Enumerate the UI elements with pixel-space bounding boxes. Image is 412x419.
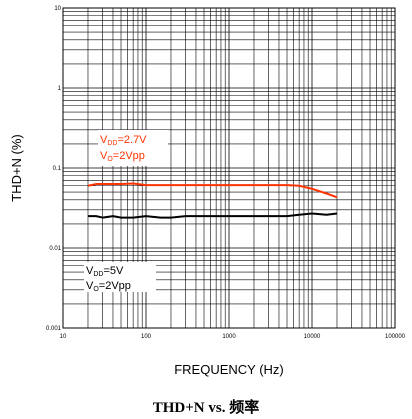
grid (62, 8, 395, 329)
annotation-black-v2: V (86, 280, 94, 292)
annotation-red-rest1: =2.7V (117, 134, 147, 146)
annotation-black-line2: VO=2Vpp (86, 280, 131, 293)
series-line-vdd-2-7v (87, 182, 338, 199)
annotation-black-rest1: =5V (103, 265, 124, 277)
y-tick-label: 0.1 (53, 166, 62, 172)
plot-frame (62, 7, 396, 329)
annotation-red-sub2: O (107, 156, 113, 163)
x-tick-label: 1000 (222, 334, 236, 340)
x-tick-label: 10 (60, 334, 67, 340)
x-tick-label: 10000 (304, 334, 321, 340)
x-axis-title: FREQUENCY (Hz) (174, 362, 284, 377)
y-tick-label: 1 (58, 86, 62, 92)
y-tick-label: 0.01 (49, 246, 61, 252)
annotation-red-line1: VDD=2.7V (100, 134, 147, 147)
annotation-black-sub2: O (93, 286, 99, 293)
annotation-black-box (84, 262, 156, 292)
x-tick-label: 100000 (385, 334, 406, 340)
y-tick-label: 0.001 (46, 326, 62, 332)
annotation-red-box (98, 130, 168, 166)
tick-labels: 10 100 1000 10000 100000 0.001 0.01 0.1 1 10 (46, 6, 406, 340)
chart-caption: THD+N vs. 频率 (152, 400, 260, 416)
annotation-red-line2: VO=2Vpp (100, 150, 145, 163)
annotation-black-v1: V (86, 265, 94, 277)
annotation-red-v2: V (100, 150, 108, 162)
series-layer (87, 182, 338, 219)
annotation-red-rest2: =2Vpp (113, 150, 145, 162)
annotation-red-sub1: DD (107, 140, 117, 147)
annotation-red-v1: V (100, 134, 108, 146)
annotation-black-line1: VDD=5V (86, 265, 124, 278)
y-tick-label: 10 (54, 6, 61, 12)
annotation-black-rest2: =2Vpp (99, 280, 131, 292)
annotation-black-sub1: DD (93, 271, 103, 278)
series-line-vdd-5v (87, 212, 338, 219)
x-tick-label: 100 (141, 334, 152, 340)
y-axis-title: THD+N (%) (9, 134, 24, 202)
